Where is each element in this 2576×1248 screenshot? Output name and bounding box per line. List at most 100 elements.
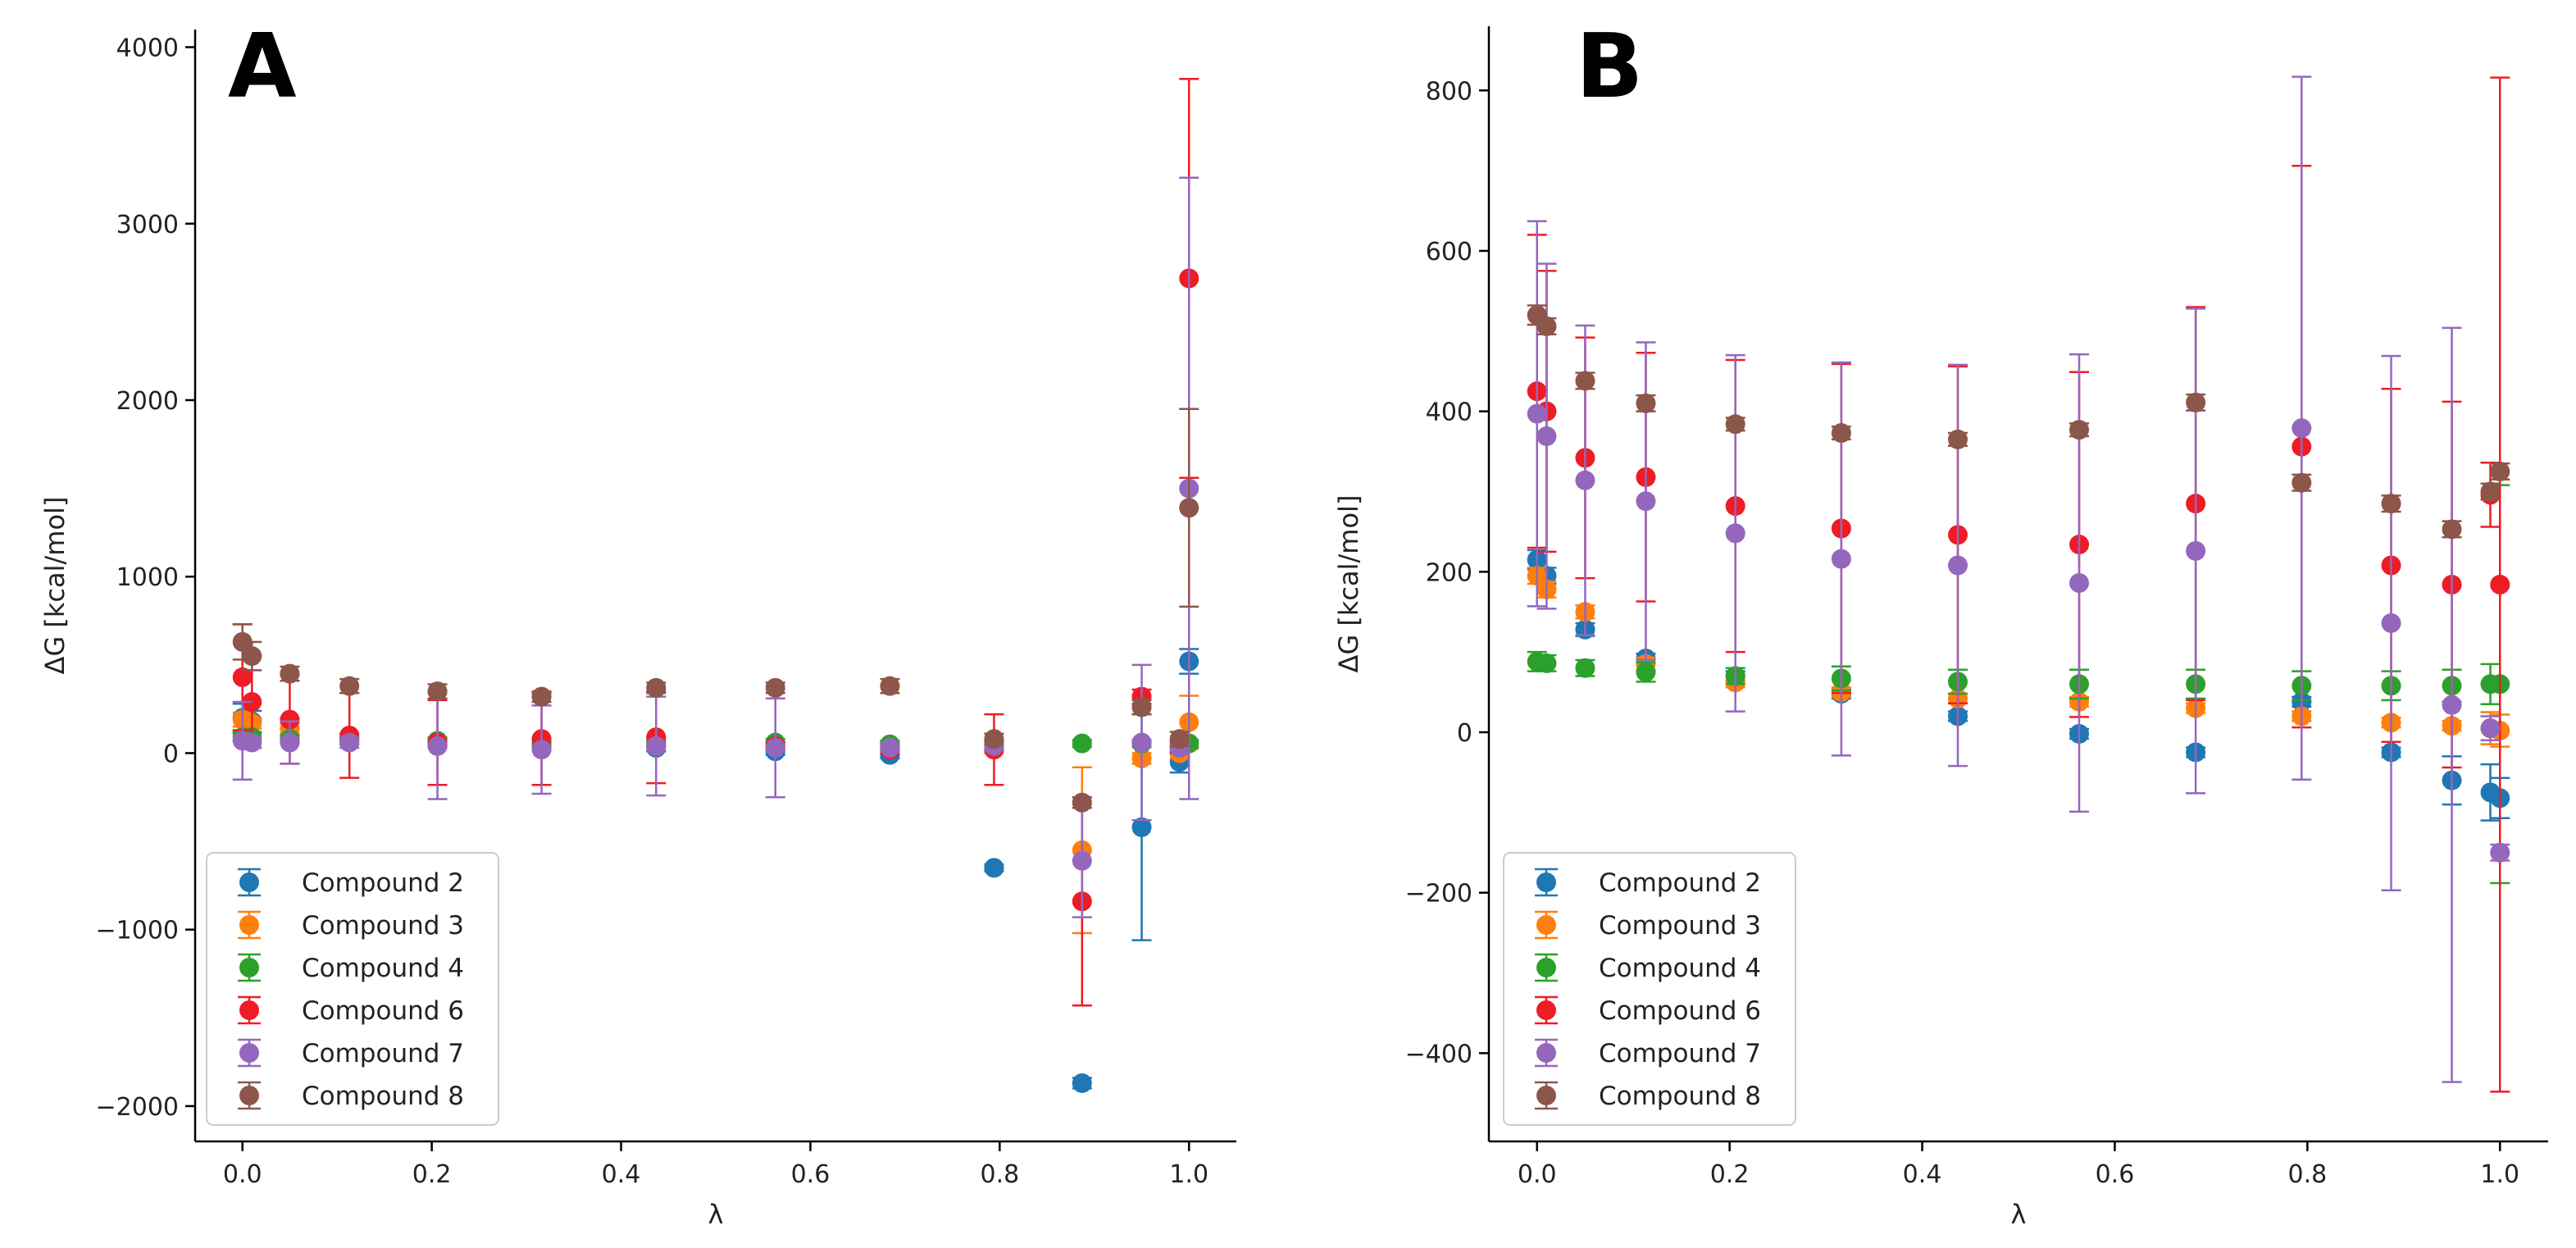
panel-b-y-tick-labels: −400 −200 0 200 400 600 800 <box>1405 77 1472 1068</box>
panel-b-legend-item: Compound 2 <box>1535 868 1761 898</box>
panel-b-letter: B <box>1576 16 1643 118</box>
data-point <box>1831 549 1851 569</box>
panel-b-y-tick-label: −200 <box>1405 880 1472 909</box>
panel-a-x-tick-label: 1.0 <box>1169 1160 1208 1189</box>
data-point <box>1831 423 1851 444</box>
panel-b-legend-item: Compound 6 <box>1535 995 1761 1026</box>
panel-b-y-tick-label: −400 <box>1405 1040 1472 1068</box>
panel-a-x-axis-label: λ <box>708 1199 724 1230</box>
legend-label: Compound 7 <box>302 1039 464 1068</box>
panel-a-y-tick-label: 1000 <box>116 563 179 592</box>
data-point <box>280 732 300 753</box>
data-point <box>1169 729 1190 749</box>
data-point <box>1179 498 1199 518</box>
legend-label: Compound 2 <box>1599 868 1761 898</box>
data-point <box>1636 491 1656 512</box>
panel-a: 0.0 0.2 0.4 0.6 0.8 1.0 −2000 −1000 0 1000 2000 30… <box>39 16 1236 1230</box>
data-point <box>880 738 900 758</box>
panel-b-x-tick-label: 0.0 <box>1518 1160 1557 1189</box>
legend-marker <box>1536 1043 1556 1063</box>
data-point <box>2442 519 2462 540</box>
panel-a-x-tick-label: 0.8 <box>981 1160 1020 1189</box>
data-point <box>1131 817 1152 837</box>
data-point <box>1536 316 1557 336</box>
panel-b-axes <box>1479 26 2548 1151</box>
data-point <box>984 729 1004 749</box>
panel-b-legend: Compound 2 Compound 3 Compound 4 Compound 6… <box>1503 852 1796 1126</box>
data-point <box>2381 613 2401 633</box>
data-point <box>2186 392 2206 412</box>
data-point <box>1072 792 1092 813</box>
panel-a-axes <box>185 30 1236 1151</box>
panel-a-data-layer <box>232 78 1199 1093</box>
panel-a-legend-item: Compound 7 <box>238 1038 464 1068</box>
data-point <box>2186 540 2206 561</box>
data-point <box>2480 718 2501 739</box>
panel-a-x-tick-label: 0.6 <box>791 1160 831 1189</box>
panel-a-legend: Compound 2 Compound 3 Compound 4 Compound 6… <box>206 852 499 1126</box>
data-point <box>2069 573 2089 594</box>
data-point <box>427 736 448 756</box>
legend-marker <box>1536 872 1556 892</box>
panel-a-y-tick-label: −1000 <box>96 917 179 945</box>
data-point <box>1536 426 1557 446</box>
panel-a-y-tick-labels: −2000 −1000 0 1000 2000 3000 4000 <box>96 34 179 1122</box>
panel-a-legend-item: Compound 3 <box>238 910 464 941</box>
data-point <box>531 740 552 760</box>
panel-a-series-compound-8 <box>232 408 1199 813</box>
legend-label: Compound 7 <box>1599 1039 1761 1068</box>
legend-label: Compound 8 <box>1599 1082 1761 1111</box>
data-point <box>531 686 552 707</box>
data-point <box>1725 414 1745 435</box>
panel-a-y-axis-label: ΔG [kcal/mol] <box>39 497 71 675</box>
panel-b-y-tick-label: 200 <box>1426 558 1472 587</box>
panel-a-legend-item: Compound 6 <box>238 995 464 1026</box>
data-point <box>2292 418 2312 439</box>
data-point <box>1575 658 1595 678</box>
panel-b-legend-item: Compound 7 <box>1535 1038 1761 1068</box>
data-point <box>880 676 900 696</box>
panel-b-y-axis-label: ΔG [kcal/mol] <box>1333 495 1364 673</box>
legend-label: Compound 8 <box>302 1082 464 1111</box>
legend-marker <box>239 1000 259 1020</box>
data-point <box>2381 494 2401 514</box>
data-point <box>1536 653 1557 673</box>
panel-a-legend-item: Compound 8 <box>238 1081 464 1111</box>
data-point <box>1072 850 1092 871</box>
legend-label: Compound 4 <box>302 954 464 983</box>
panel-b-x-tick-labels: 0.0 0.2 0.4 0.6 0.8 1.0 <box>1518 1160 2519 1189</box>
legend-marker <box>239 958 259 977</box>
data-point <box>1636 393 1656 413</box>
data-point <box>984 858 1004 878</box>
panel-a-x-tick-labels: 0.0 0.2 0.4 0.6 0.8 1.0 <box>223 1160 1208 1189</box>
panel-a-y-tick-label: 2000 <box>116 387 179 416</box>
legend-label: Compound 3 <box>1599 911 1761 941</box>
data-point <box>242 646 262 667</box>
data-point <box>242 732 262 753</box>
data-point <box>646 677 667 698</box>
panel-b-legend-item: Compound 4 <box>1535 953 1761 983</box>
data-point <box>2490 842 2510 863</box>
data-point <box>1072 1073 1092 1093</box>
panel-b-y-tick-label: 0 <box>1457 719 1472 748</box>
data-point <box>1131 697 1152 717</box>
panel-b-legend-box <box>1503 852 1796 1126</box>
data-point <box>1948 429 1968 449</box>
legend-label: Compound 6 <box>1599 996 1761 1026</box>
panel-b-y-tick-label: 600 <box>1426 238 1472 266</box>
data-point <box>1527 403 1547 424</box>
panel-a-legend-item: Compound 2 <box>238 868 464 898</box>
panel-b: 0.0 0.2 0.4 0.6 0.8 1.0 −400 −200 0 200 400 600 800… <box>1333 16 2548 1230</box>
panel-b-x-axis-label: λ <box>2011 1199 2027 1230</box>
panel-b-series-compound-8 <box>1527 304 2510 540</box>
legend-label: Compound 2 <box>302 868 464 898</box>
data-point <box>1072 733 1092 754</box>
panel-a-y-tick-label: −2000 <box>96 1093 179 1122</box>
panel-b-y-tick-label: 800 <box>1426 77 1472 106</box>
data-point <box>1725 523 1745 544</box>
data-point <box>1636 662 1656 682</box>
data-point <box>1131 732 1152 753</box>
legend-marker <box>239 915 259 935</box>
legend-marker <box>1536 1086 1556 1105</box>
